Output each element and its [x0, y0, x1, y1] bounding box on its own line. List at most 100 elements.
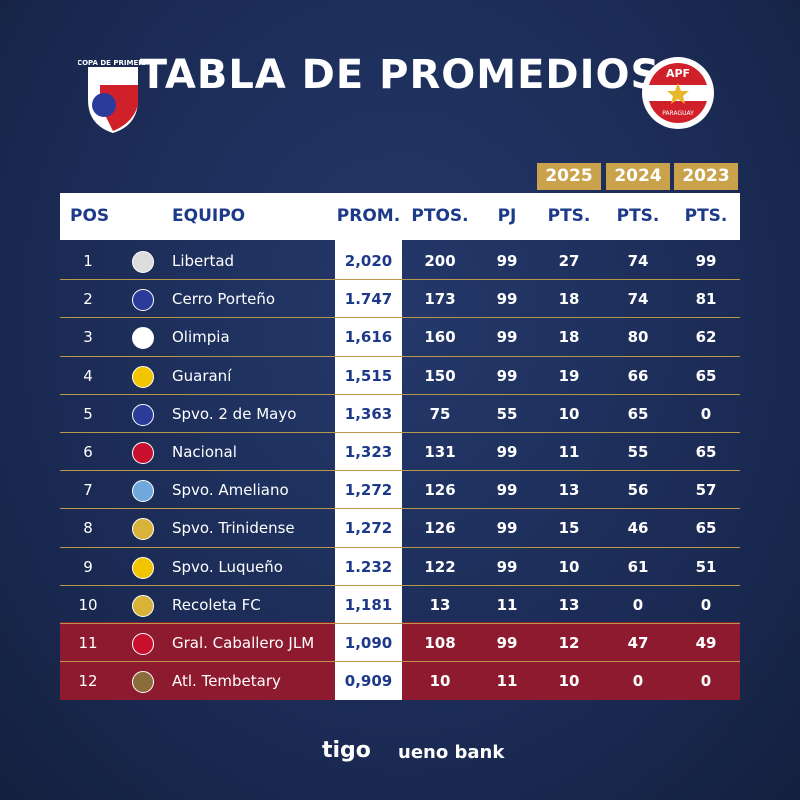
table-cell: 2 [83, 290, 93, 309]
table-cell: 0 [632, 595, 644, 614]
table-cell: 131 [424, 443, 456, 461]
team-logo [132, 480, 154, 503]
table-cell: 13 [558, 595, 580, 614]
table-cell: 11 [496, 595, 518, 614]
table-cell: 126 [424, 481, 456, 500]
sponsor: tigo [322, 738, 371, 763]
table-cell: 1,181 [344, 595, 393, 614]
team-name: Libertad [172, 252, 235, 270]
table-cell: 46 [627, 519, 649, 538]
column-header: PTOS. [411, 206, 469, 226]
table-cell: 10 [558, 404, 580, 423]
row-divider [60, 393, 740, 395]
table-cell: 99 [496, 328, 518, 347]
row-divider [60, 470, 740, 472]
table-cell: 12 [78, 672, 98, 691]
table-cell: 19 [558, 366, 580, 385]
table-cell: 126 [424, 519, 456, 538]
table-cell: 62 [695, 328, 717, 347]
table-cell: 0 [700, 404, 712, 423]
league-logo: COPA DE PRIMERA [78, 59, 148, 133]
table-cell: 18 [558, 290, 580, 309]
table-cell: 99 [496, 557, 518, 576]
table-cell: 1.232 [344, 557, 393, 576]
column-header: EQUIPO [172, 206, 246, 226]
table-cell: 122 [424, 557, 456, 576]
table-cell: 99 [695, 252, 717, 270]
team-logo [132, 556, 154, 579]
row-divider [60, 317, 740, 319]
prom-column-bottom [335, 622, 402, 700]
table-cell: 150 [424, 366, 456, 385]
team-name: Nacional [172, 443, 237, 461]
apf-logo: APF PARAGUAY [642, 57, 714, 129]
table-cell: 1,616 [344, 328, 393, 347]
table-cell: 1 [83, 252, 93, 270]
team-name: Gral. Caballero JLM [172, 634, 315, 652]
table-cell: 56 [627, 481, 649, 500]
table-cell: 49 [695, 634, 717, 652]
team-name: Guaraní [172, 366, 232, 385]
row-divider [60, 661, 740, 663]
table-cell: 0,909 [344, 672, 393, 691]
year-header: 2023 [674, 163, 738, 190]
row-divider [60, 279, 740, 281]
table-cell: 10 [558, 672, 580, 691]
table-cell: 57 [695, 481, 717, 500]
row-divider [60, 623, 740, 624]
table-cell: 200 [424, 252, 456, 270]
team-logo [132, 327, 154, 350]
table-cell: 81 [695, 290, 717, 309]
team-name: Spvo. Luqueño [172, 557, 283, 576]
table-cell: 0 [700, 672, 712, 691]
table-cell: 1,323 [344, 443, 393, 461]
column-header: POS [70, 206, 110, 226]
table-cell: 10 [429, 672, 451, 691]
column-header: PROM. [336, 206, 401, 226]
table-cell: 27 [558, 252, 580, 270]
table-cell: 75 [429, 404, 451, 423]
table-cell: 5 [83, 404, 93, 423]
apf-text: APF [666, 67, 690, 80]
table-cell: 1.747 [344, 290, 393, 309]
team-logo [132, 633, 154, 655]
team-logo [132, 289, 154, 312]
row-divider [60, 508, 740, 510]
table-cell: 15 [558, 519, 580, 538]
table-cell: 61 [627, 557, 649, 576]
table-cell: 11 [558, 443, 580, 461]
table-cell: 47 [627, 634, 649, 652]
team-logo [132, 671, 154, 694]
table-cell: 99 [496, 290, 518, 309]
table-cell: 10 [558, 557, 580, 576]
row-divider [60, 355, 740, 357]
table-cell: 9 [83, 557, 93, 576]
team-logo [132, 251, 154, 273]
table-cell: 13 [558, 481, 580, 500]
column-header: PJ [497, 206, 517, 226]
team-name: Olimpia [172, 328, 230, 347]
table-cell: 13 [429, 595, 451, 614]
team-logo [132, 403, 154, 426]
team-name: Atl. Tembetary [172, 672, 281, 691]
table-cell: 65 [695, 366, 717, 385]
table-cell: 74 [627, 290, 649, 309]
table-cell: 80 [627, 328, 649, 347]
table-cell: 65 [695, 519, 717, 538]
table-cell: 99 [496, 252, 518, 270]
table-cell: 7 [83, 481, 93, 500]
team-logo [132, 442, 154, 464]
row-divider [60, 432, 740, 433]
year-header: 2025 [537, 163, 601, 190]
table-cell: 11 [78, 634, 98, 652]
table-cell: 1,272 [344, 519, 393, 538]
table-cell: 55 [496, 404, 518, 423]
row-divider [60, 584, 740, 586]
table-cell: 55 [627, 443, 649, 461]
league-logo-text: COPA DE PRIMERA [78, 59, 148, 67]
table-cell: 1,515 [344, 366, 393, 385]
team-logo [132, 365, 154, 388]
table-cell: 2,020 [344, 252, 393, 270]
team-name: Spvo. Ameliano [172, 481, 289, 500]
table-cell: 74 [627, 252, 649, 270]
